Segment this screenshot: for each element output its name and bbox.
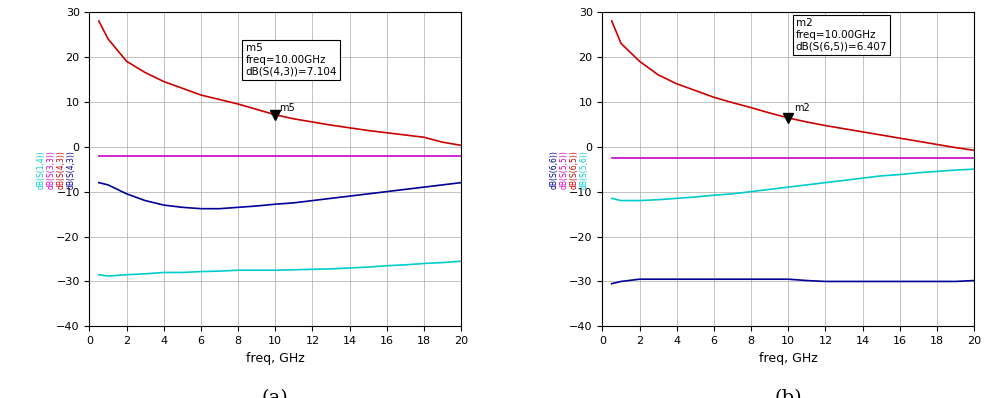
Text: m5
freq=10.00GHz
dB(S(4,3))=7.104: m5 freq=10.00GHz dB(S(4,3))=7.104 — [246, 43, 337, 76]
X-axis label: freq, GHz: freq, GHz — [758, 352, 818, 365]
X-axis label: freq, GHz: freq, GHz — [246, 352, 305, 365]
Text: dB(S(3,3)): dB(S(3,3)) — [47, 150, 56, 189]
Text: m2
freq=10.00GHz
dB(S(6,5))=6.407: m2 freq=10.00GHz dB(S(6,5))=6.407 — [796, 18, 888, 51]
Text: (b): (b) — [774, 389, 802, 398]
Text: dB(S(6,6)): dB(S(6,6)) — [550, 150, 559, 189]
Text: m5: m5 — [279, 103, 295, 113]
Text: m2: m2 — [794, 103, 809, 113]
Text: dB(S(4,3)): dB(S(4,3)) — [57, 150, 66, 189]
Text: dB(S(4,3)): dB(S(4,3)) — [67, 150, 76, 189]
Text: (a): (a) — [262, 389, 288, 398]
Text: dB(S(6,5)): dB(S(6,5)) — [570, 150, 579, 189]
Text: dB(S(5,5)): dB(S(5,5)) — [560, 150, 569, 189]
Text: dB(S(5,6)): dB(S(5,6)) — [580, 150, 588, 189]
Text: dB(S(1,4)): dB(S(1,4)) — [37, 150, 46, 189]
